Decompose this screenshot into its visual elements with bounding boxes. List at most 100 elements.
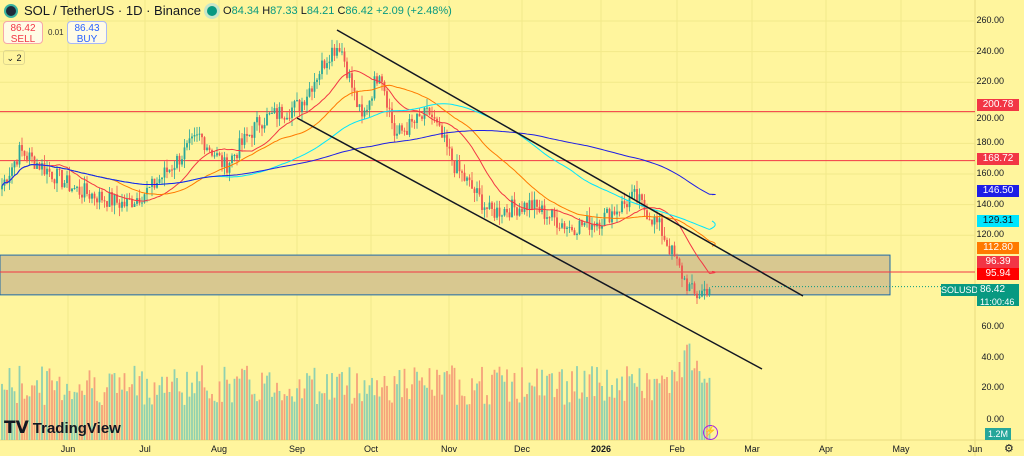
candle bbox=[233, 154, 236, 156]
candle bbox=[558, 227, 561, 229]
candle bbox=[481, 194, 483, 210]
candle bbox=[696, 293, 698, 299]
volume-bar bbox=[73, 391, 76, 440]
volume-bar bbox=[158, 385, 161, 440]
candle bbox=[343, 51, 346, 62]
candle bbox=[606, 208, 608, 213]
price-axis-label: 160.00 bbox=[976, 168, 1004, 178]
volume-bar bbox=[261, 372, 263, 440]
candle bbox=[153, 178, 156, 188]
volume-bar bbox=[278, 390, 281, 440]
volume-bar bbox=[476, 383, 478, 440]
candle bbox=[488, 202, 491, 209]
volume-bar bbox=[348, 367, 351, 440]
volume-bar bbox=[598, 382, 601, 440]
candle bbox=[121, 201, 123, 208]
candle bbox=[533, 199, 536, 210]
candle bbox=[671, 245, 673, 255]
snapshot-icon[interactable]: ⚡ bbox=[703, 425, 718, 440]
volume-bar bbox=[33, 385, 36, 440]
candle bbox=[103, 200, 106, 202]
candle bbox=[648, 219, 651, 221]
candle bbox=[308, 88, 311, 97]
candle bbox=[191, 136, 193, 139]
candle bbox=[666, 239, 668, 246]
volume-bar bbox=[316, 404, 318, 440]
candle bbox=[391, 108, 393, 124]
candle bbox=[248, 134, 251, 136]
volume-bar bbox=[501, 375, 503, 440]
volume-bar bbox=[468, 404, 471, 440]
sell-button[interactable]: 86.42 SELL bbox=[3, 21, 43, 45]
time-axis-label: Apr bbox=[818, 444, 834, 454]
candle bbox=[361, 104, 363, 117]
volume-bar bbox=[36, 380, 38, 440]
volume-bar bbox=[128, 387, 131, 440]
volume-bar bbox=[81, 390, 83, 440]
candle bbox=[243, 133, 246, 145]
candle bbox=[58, 168, 61, 170]
volume-bar bbox=[648, 379, 651, 440]
tradingview-logo[interactable]: 𝗧𝗩 TradingView bbox=[4, 418, 121, 437]
volume-bar bbox=[503, 381, 506, 440]
volume-bar bbox=[413, 367, 416, 440]
volume-bar bbox=[606, 369, 608, 440]
candle bbox=[336, 48, 338, 56]
candle bbox=[396, 133, 398, 136]
candle bbox=[691, 283, 693, 285]
candle bbox=[23, 150, 26, 156]
volume-bar bbox=[293, 401, 296, 440]
candle bbox=[241, 138, 243, 145]
buy-button[interactable]: 86.43 BUY bbox=[67, 21, 107, 45]
candle bbox=[73, 188, 76, 190]
indicators-toggle[interactable]: ⌄ 2 bbox=[3, 50, 25, 65]
volume-bar bbox=[681, 377, 683, 440]
volume-bar bbox=[218, 381, 221, 440]
candle bbox=[466, 177, 468, 181]
candle bbox=[536, 199, 538, 207]
level-tag-95: 95.94 bbox=[977, 268, 1019, 280]
candle bbox=[318, 74, 321, 80]
volume-bar bbox=[643, 398, 646, 440]
volume-bar bbox=[26, 395, 28, 440]
volume-bar bbox=[686, 344, 688, 440]
volume-bar bbox=[341, 372, 343, 440]
volume-bar bbox=[491, 374, 493, 440]
volume-bar bbox=[176, 378, 178, 440]
volume-bar bbox=[116, 392, 118, 440]
volume-bar bbox=[318, 391, 321, 440]
candle bbox=[323, 60, 326, 69]
candle bbox=[693, 283, 696, 294]
volume-bar bbox=[416, 371, 418, 440]
candle bbox=[193, 135, 196, 137]
candle bbox=[236, 154, 238, 159]
candle bbox=[266, 113, 268, 126]
volume-bar bbox=[271, 396, 273, 440]
volume-bar bbox=[541, 369, 543, 440]
candle bbox=[76, 186, 78, 189]
volume-bar bbox=[666, 377, 668, 440]
spread: 0.01 bbox=[48, 28, 64, 37]
volume-bar bbox=[518, 402, 521, 440]
price-axis-label: 140.00 bbox=[976, 198, 1004, 209]
volume-bar bbox=[646, 373, 648, 440]
candle bbox=[383, 81, 386, 92]
candle bbox=[313, 81, 316, 92]
candle bbox=[496, 207, 498, 218]
volume-bar bbox=[321, 393, 323, 440]
volume-bar bbox=[406, 388, 408, 440]
candle bbox=[506, 208, 508, 213]
volume-bar bbox=[421, 377, 423, 440]
volume-bar bbox=[258, 399, 261, 440]
candle bbox=[493, 208, 496, 218]
symbol-title[interactable]: SOL / TetherUS · 1D · Binance bbox=[24, 3, 202, 18]
volume-bar bbox=[408, 399, 411, 440]
candle bbox=[93, 193, 96, 199]
volume-bar bbox=[256, 401, 258, 440]
candle bbox=[86, 183, 88, 194]
volume-bar bbox=[56, 381, 58, 440]
candle bbox=[1, 185, 3, 190]
settings-icon[interactable]: ⚙ bbox=[1004, 443, 1014, 455]
symbol-header[interactable]: SOL / TetherUS · 1D · Binance O84.34 H87… bbox=[4, 3, 452, 18]
